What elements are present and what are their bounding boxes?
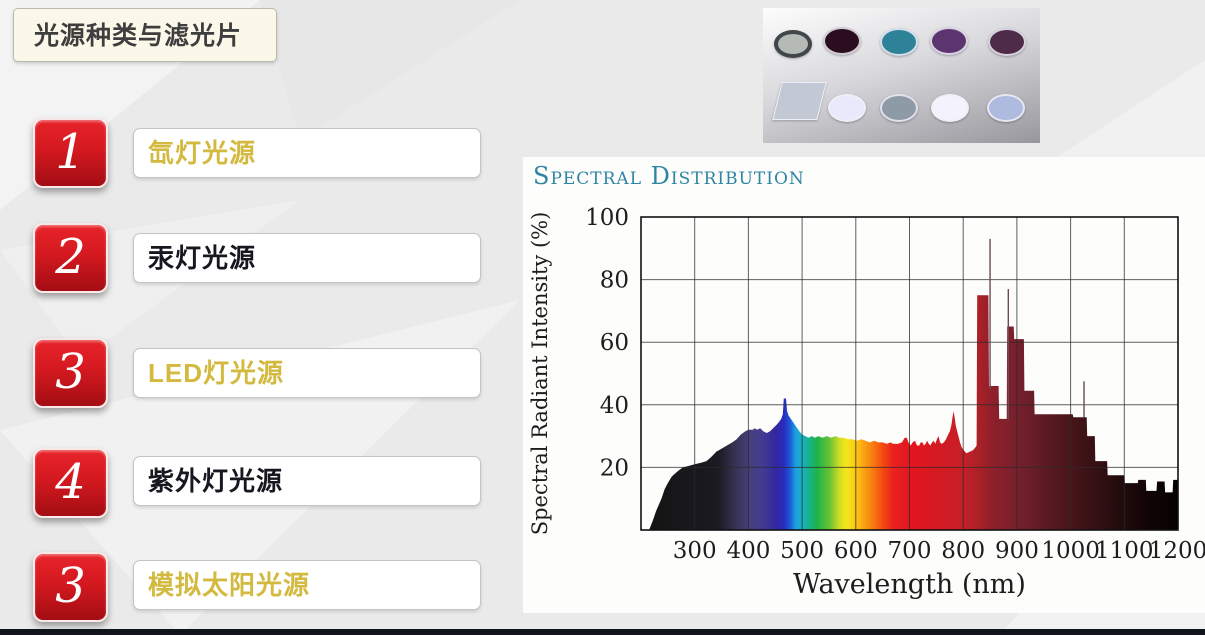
gray-blue-filter bbox=[880, 94, 918, 122]
chart-title: Spectral Distribution bbox=[533, 162, 805, 190]
periwinkle-filter bbox=[987, 94, 1025, 122]
svg-text:1100: 1100 bbox=[1095, 538, 1154, 564]
svg-text:500: 500 bbox=[780, 538, 824, 564]
spectrum-plot: 20 40 60 80 100 300 400 500 600 700 800 900 10001100… bbox=[528, 205, 1205, 600]
svg-text:400: 400 bbox=[726, 538, 770, 564]
svg-text:600: 600 bbox=[834, 538, 878, 564]
svg-text:20: 20 bbox=[600, 455, 629, 481]
item-4-label: 紫外灯光源 bbox=[133, 456, 481, 506]
item-2-number-badge: 2 bbox=[33, 223, 108, 293]
item-1-number-badge: 1 bbox=[33, 118, 108, 188]
pale-lavender-filter bbox=[828, 94, 866, 122]
item-3-label: LED灯光源 bbox=[133, 348, 481, 398]
dark-maroon-filter bbox=[823, 27, 861, 55]
svg-text:900: 900 bbox=[995, 538, 1039, 564]
teal-filter bbox=[880, 28, 918, 56]
svg-text:1200: 1200 bbox=[1149, 538, 1205, 564]
item-4-number-badge: 4 bbox=[33, 448, 108, 518]
svg-text:Spectral Radiant Intensity (%): Spectral Radiant Intensity (%) bbox=[528, 212, 552, 536]
svg-text:40: 40 bbox=[600, 393, 629, 419]
svg-text:800: 800 bbox=[941, 538, 985, 564]
bottom-accent-bar bbox=[0, 629, 1205, 635]
svg-text:700: 700 bbox=[888, 538, 932, 564]
item-3-number-badge: 3 bbox=[33, 338, 108, 408]
spectral-distribution-chart: Spectral Distribution 20 40 60 80 100 300 400 5… bbox=[523, 157, 1205, 613]
purple-filter bbox=[930, 27, 968, 55]
item-2-label: 汞灯光源 bbox=[133, 233, 481, 283]
optical-filters-photo bbox=[763, 8, 1040, 143]
square-glass-filter bbox=[772, 82, 827, 120]
item-1-label: 氙灯光源 bbox=[133, 128, 481, 178]
svg-text:80: 80 bbox=[600, 268, 629, 294]
svg-text:1000: 1000 bbox=[1041, 538, 1100, 564]
svg-text:100: 100 bbox=[585, 205, 629, 231]
white-filter bbox=[931, 94, 969, 122]
gray-lens-filter bbox=[774, 30, 812, 58]
svg-text:300: 300 bbox=[673, 538, 717, 564]
svg-text:60: 60 bbox=[600, 330, 629, 356]
plum-filter bbox=[988, 28, 1026, 56]
item-5-number-badge: 3 bbox=[33, 552, 108, 622]
slide-title: 光源种类与滤光片 bbox=[13, 8, 277, 62]
svg-text:Wavelength (nm): Wavelength (nm) bbox=[793, 569, 1026, 600]
item-5-label: 模拟太阳光源 bbox=[133, 560, 481, 610]
